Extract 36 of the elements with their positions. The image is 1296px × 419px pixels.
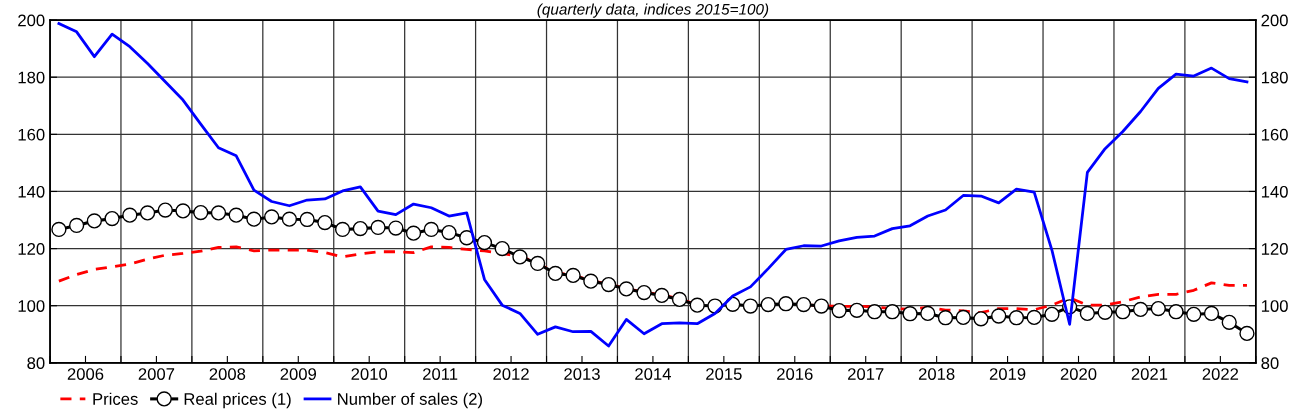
y-tick-label: 200 (18, 14, 45, 27)
x-tick-label: 2015 (706, 368, 742, 380)
y-tick-label: 140 (18, 185, 45, 198)
y-tick-label: 80 (27, 357, 45, 370)
legend-label: Real prices (1) (184, 392, 291, 409)
x-tick-label: 2021 (1131, 368, 1168, 380)
x-tick-label: 2010 (351, 368, 388, 380)
x-tick-label: 2014 (635, 368, 671, 380)
y2-tick-label: 200 (1261, 14, 1288, 27)
x-tick-label: 2006 (67, 368, 104, 380)
legend-label: Number of sales (2) (338, 392, 482, 409)
line-series (57, 22, 1249, 348)
y2-tick-label: 160 (1261, 128, 1288, 141)
y2-tick-label: 120 (1261, 243, 1288, 255)
x-tick-label: 2017 (848, 368, 884, 380)
x-tick-label: 2007 (138, 368, 175, 380)
y2-tick-label: 140 (1261, 185, 1288, 198)
y-tick-label: 160 (18, 128, 45, 141)
x-tick-label: 2009 (280, 368, 317, 380)
x-tick-label: 2008 (209, 368, 246, 380)
x-tick-label: 2016 (777, 368, 813, 380)
legend-label: Prices (93, 392, 138, 405)
x-tick-label: 2022 (1202, 368, 1239, 380)
y-tick-label: 180 (18, 71, 45, 84)
x-tick-label: 2012 (493, 368, 529, 380)
x-tick-label: 2018 (918, 368, 955, 380)
y2-tick-label: 100 (1261, 300, 1288, 312)
y-tick-label: 120 (18, 243, 45, 255)
y2-tick-label: 80 (1261, 357, 1279, 370)
y-tick-label: 100 (18, 300, 45, 312)
chart-subtitle: (quarterly data, indices 2015=100) (537, 3, 769, 18)
x-tick-label: 2011 (423, 368, 458, 380)
x-tick-label: 2020 (1060, 368, 1097, 380)
x-tick-label: 2019 (989, 368, 1026, 380)
y2-tick-label: 180 (1261, 71, 1288, 84)
x-tick-label: 2013 (564, 368, 600, 380)
